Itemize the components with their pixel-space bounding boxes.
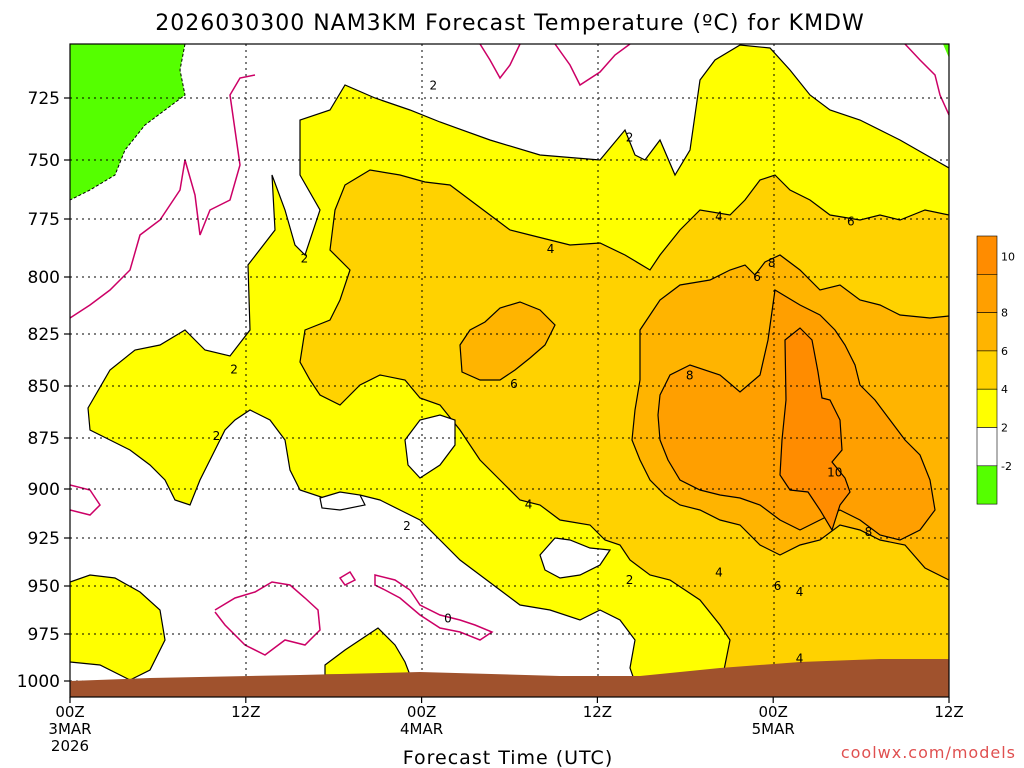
contour-label: 0 bbox=[444, 612, 452, 626]
region-cold-pocket-1 bbox=[404, 414, 456, 479]
y-tick-label: 975 bbox=[28, 625, 60, 645]
colorbar-label: -2 bbox=[1001, 460, 1012, 473]
y-tick-label: 850 bbox=[28, 377, 60, 397]
region-cold-pocket-3 bbox=[319, 491, 366, 511]
region-below-minus-2 bbox=[70, 44, 186, 201]
contour-label: 8 bbox=[768, 256, 776, 270]
contour-label: 10 bbox=[827, 466, 842, 480]
contour-label: 2 bbox=[429, 79, 437, 93]
y-tick-label: 900 bbox=[28, 480, 60, 500]
zero-contour-c bbox=[554, 44, 631, 87]
colorbar-bin bbox=[976, 273, 998, 313]
contour-label: 2 bbox=[213, 429, 221, 443]
y-axis: 725 750 775 800 825 850 875 900 925 950 975 1000 bbox=[17, 89, 70, 692]
contour-label: 2 bbox=[626, 131, 634, 145]
colorbar-label: 2 bbox=[1001, 422, 1008, 435]
region-below-minus-2-corner bbox=[943, 44, 949, 58]
contour-label: 4 bbox=[796, 651, 804, 665]
zero-contour-d bbox=[904, 44, 949, 116]
contour-label: 2 bbox=[403, 519, 411, 533]
x-tick-label: 00Z bbox=[407, 703, 436, 721]
colorbar-bin bbox=[976, 427, 998, 467]
y-tick-label: 725 bbox=[28, 89, 60, 109]
y-tick-label: 825 bbox=[28, 325, 60, 345]
x-tick-label: 12Z bbox=[583, 703, 612, 721]
credit-text[interactable]: coolwx.com/models bbox=[841, 743, 1016, 762]
y-tick-label: 1000 bbox=[17, 672, 60, 692]
y-tick-label: 950 bbox=[28, 577, 60, 597]
zero-contour-a bbox=[70, 74, 256, 319]
region-2-to-4-lowleft bbox=[70, 574, 166, 681]
ground bbox=[70, 659, 949, 697]
colorbar-label: 10 bbox=[1001, 250, 1015, 263]
contour-label: 8 bbox=[865, 525, 873, 539]
x-tick-date: 5MAR bbox=[752, 720, 795, 738]
zero-contour-f bbox=[214, 581, 321, 656]
colorbar-bin bbox=[976, 235, 998, 275]
y-tick-label: 925 bbox=[28, 529, 60, 549]
region-cold-pocket-2 bbox=[539, 537, 612, 579]
x-axis-title: Forecast Time (UTC) bbox=[403, 747, 613, 768]
zero-contour-b bbox=[479, 44, 521, 80]
colorbar-bin bbox=[976, 388, 998, 428]
contour-label: 4 bbox=[525, 498, 533, 512]
contour-label: 2 bbox=[230, 362, 238, 376]
plot-frame bbox=[69, 43, 950, 698]
y-tick-label: 775 bbox=[28, 210, 60, 230]
x-tick-date: 4MAR bbox=[400, 720, 443, 738]
chart-title: 2026030300 NAM3KM Forecast Temperature (… bbox=[155, 11, 865, 36]
zero-contour-e bbox=[70, 484, 101, 516]
x-tick-year: 2026 bbox=[51, 737, 89, 755]
x-tick-date: 3MAR bbox=[48, 720, 91, 738]
y-tick-label: 800 bbox=[28, 268, 60, 288]
zero-contours bbox=[70, 44, 949, 656]
contour-label: 2 bbox=[626, 573, 634, 587]
contour-label: 6 bbox=[774, 579, 782, 593]
y-tick-label: 750 bbox=[28, 151, 60, 171]
x-tick-label: 00Z bbox=[759, 703, 788, 721]
colorbar-bin bbox=[976, 312, 998, 352]
region-6-to-8-small bbox=[459, 301, 556, 381]
contour-label: 4 bbox=[796, 585, 804, 599]
y-tick-label: 875 bbox=[28, 429, 60, 449]
colorbar-bin bbox=[976, 465, 998, 505]
contour-label: 2 bbox=[301, 251, 309, 265]
zero-contour-g bbox=[374, 574, 494, 641]
zero-contour-h bbox=[338, 570, 357, 586]
x-tick-label: 12Z bbox=[231, 703, 260, 721]
colorbar-label: 8 bbox=[1001, 307, 1008, 320]
colorbar: 10 8 6 4 2 -2 bbox=[976, 235, 1015, 505]
grid bbox=[70, 44, 949, 697]
contour-label: 6 bbox=[753, 270, 761, 284]
contour-label: 4 bbox=[715, 566, 723, 580]
region-10-plus bbox=[779, 327, 851, 532]
colorbar-bin bbox=[976, 350, 998, 390]
x-tick-label: 12Z bbox=[934, 703, 963, 721]
colorbar-label: 4 bbox=[1001, 383, 1008, 396]
contour-label: 6 bbox=[847, 214, 855, 228]
contour-label: 8 bbox=[686, 369, 694, 383]
contour-label: 4 bbox=[547, 242, 555, 256]
contour-label: 4 bbox=[715, 210, 723, 224]
colorbar-label: 6 bbox=[1001, 345, 1008, 358]
x-tick-label: 00Z bbox=[55, 703, 84, 721]
contour-label: 6 bbox=[510, 377, 518, 391]
